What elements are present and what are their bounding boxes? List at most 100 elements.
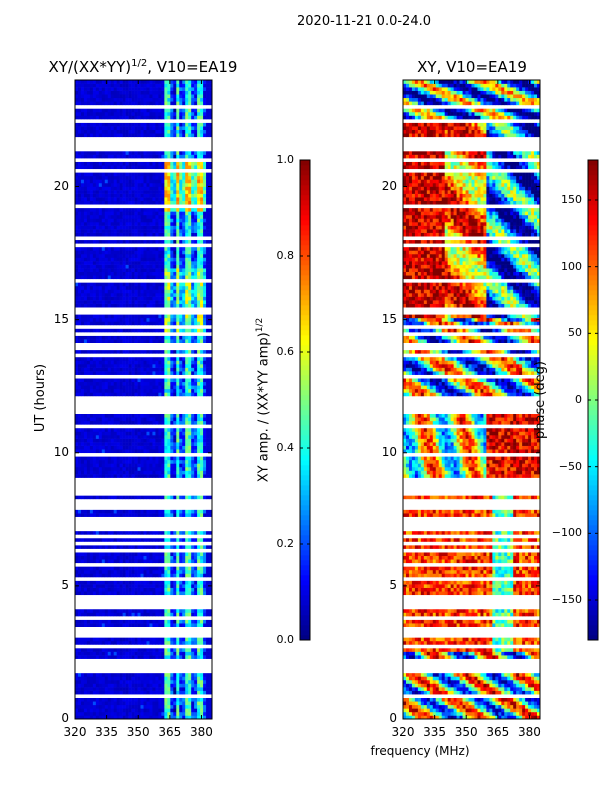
heatmap-cell (143, 250, 147, 255)
heatmap-cell (128, 672, 132, 677)
heatmap-cell (158, 591, 162, 596)
heatmap-cell (173, 679, 177, 684)
heatmap-cell (158, 697, 162, 702)
heatmap-cell (83, 651, 88, 656)
heatmap-cell (155, 293, 159, 297)
heatmap-cell (191, 623, 195, 627)
heatmap-cell (182, 509, 186, 514)
heatmap-cell (203, 314, 207, 319)
heatmap-cell (137, 385, 141, 390)
heatmap-cell (116, 367, 120, 372)
heatmap-cell (107, 264, 112, 269)
heatmap-cell (95, 413, 100, 418)
heatmap-cell (209, 509, 213, 514)
heatmap-cell (191, 530, 195, 535)
heatmap-cell (77, 261, 82, 265)
heatmap-cell (119, 165, 123, 170)
heatmap-cell (113, 704, 117, 709)
heatmap-cell (209, 427, 213, 432)
heatmap-cell (185, 317, 189, 322)
heatmap-cell (113, 182, 117, 187)
heatmap-cell (203, 459, 207, 464)
heatmap-cell (95, 438, 100, 443)
heatmap-cell (197, 442, 201, 446)
heatmap-cell (98, 690, 103, 695)
heatmap-cell (95, 555, 100, 560)
heatmap-cell (158, 559, 162, 564)
heatmap-cell (125, 676, 129, 681)
heatmap-cell (206, 211, 210, 216)
heatmap-cell (107, 250, 112, 255)
heatmap-cell (185, 559, 189, 564)
heatmap-cell (167, 463, 171, 468)
heatmap-cell (194, 417, 198, 422)
heatmap-cell (200, 580, 204, 585)
heatmap-cell (77, 229, 82, 233)
heatmap-cell (203, 552, 207, 556)
heatmap-cell (77, 456, 82, 461)
heatmap-cell (119, 513, 123, 517)
heatmap-cell (176, 356, 180, 361)
heatmap-cell (122, 530, 126, 535)
heatmap-cell (149, 165, 153, 170)
heatmap-cell (131, 261, 135, 265)
heatmap-cell (128, 190, 132, 194)
heatmap-cell (92, 612, 97, 617)
heatmap-cell (113, 417, 117, 422)
heatmap-cell (104, 250, 109, 255)
heatmap-cell (110, 303, 115, 308)
heatmap-cell (137, 591, 141, 596)
heatmap-cell (200, 293, 204, 297)
heatmap-cell (86, 711, 91, 716)
heatmap-cell (98, 701, 103, 706)
heatmap-cell (131, 282, 135, 287)
heatmap-cell (119, 197, 123, 201)
heatmap-cell (83, 420, 88, 425)
heatmap-cell (110, 690, 115, 695)
heatmap-cell (128, 200, 132, 205)
heatmap-cell (206, 293, 210, 297)
heatmap-cell (191, 197, 195, 201)
heatmap-cell (167, 431, 171, 436)
heatmap-cell (179, 427, 183, 432)
heatmap-cell (194, 293, 198, 297)
heatmap-cell (92, 364, 97, 368)
heatmap-cell (98, 470, 103, 475)
heatmap-cell (206, 679, 210, 684)
heatmap-cell (77, 271, 82, 276)
heatmap-cell (185, 222, 189, 226)
heatmap-cell (101, 182, 106, 187)
heatmap-cell (104, 193, 109, 198)
heatmap-cell (89, 704, 94, 709)
heatmap-cell (173, 392, 177, 397)
heatmap-cell (75, 552, 79, 556)
heatmap-cell (75, 495, 79, 500)
heatmap-cell (176, 431, 180, 436)
heatmap-cell (107, 474, 112, 478)
heatmap-cell (104, 697, 109, 702)
heatmap-cell (75, 459, 79, 464)
heatmap-cell (98, 608, 103, 613)
heatmap-cell (125, 285, 129, 290)
heatmap-cell (116, 648, 120, 652)
heatmap-cell (89, 300, 94, 304)
heatmap-cell (200, 250, 204, 255)
heatmap-cell (155, 623, 159, 627)
heatmap-cell (113, 619, 117, 624)
heatmap-cell (209, 449, 213, 454)
heatmap-cell (107, 285, 112, 290)
heatmap-cell (107, 573, 112, 578)
heatmap-cell (164, 165, 168, 170)
heatmap-cell (173, 655, 177, 659)
heatmap-cell (92, 456, 97, 461)
heatmap-cell (164, 172, 168, 177)
heatmap-cell (203, 317, 207, 322)
heatmap-cell (75, 154, 79, 159)
heatmap-cell (86, 537, 91, 542)
heatmap-cell (134, 445, 138, 450)
heatmap-cell (75, 474, 79, 478)
heatmap-cell (209, 328, 213, 333)
heatmap-cell (134, 704, 138, 709)
heatmap-cell (137, 392, 141, 397)
heatmap-cell (113, 672, 117, 677)
